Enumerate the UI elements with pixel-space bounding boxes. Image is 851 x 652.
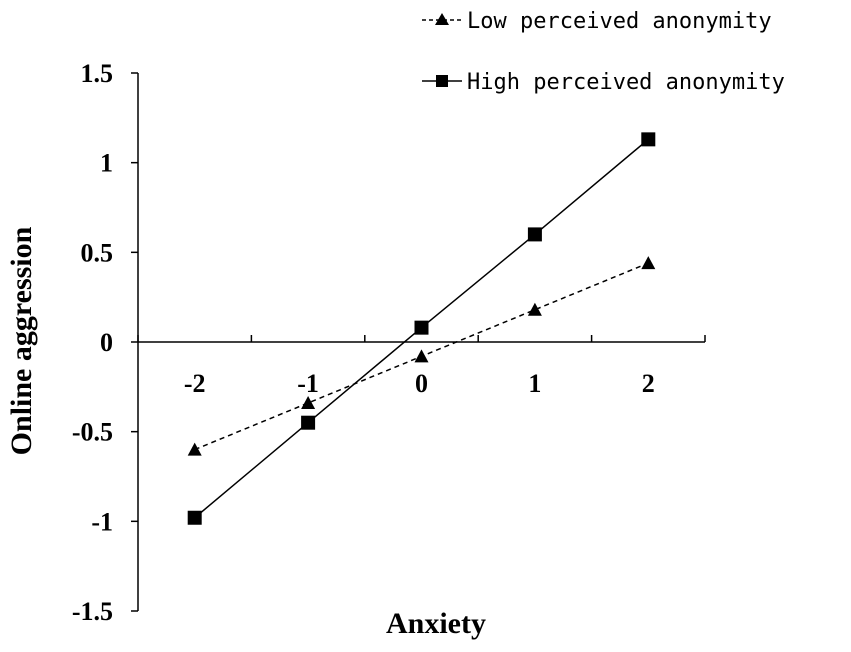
data-point-high-anonymity [527,227,542,242]
data-point-high-anonymity [641,132,656,147]
legend-item-low-anonymity: Low perceived anonymity [422,9,772,34]
data-point-low-anonymity [301,395,316,409]
x-tick-label: 0 [415,369,428,398]
data-point-high-anonymity [187,510,202,525]
data-point-low-anonymity [527,302,542,316]
y-axis-ticks: 1.5 1 0.5 0 -0.5 -1 -1.5 [72,59,138,626]
square-marker-icon [436,75,448,87]
x-tick-label: 2 [642,369,655,398]
triangle-marker-icon [435,13,449,25]
legend-label-low-anonymity: Low perceived anonymity [467,9,772,34]
y-tick-label: 1 [100,149,113,178]
data-point-low-anonymity [414,349,429,363]
x-axis-ticks: -2 -1 0 1 2 [137,335,706,398]
series-layer [187,132,656,525]
legend-label-high-anonymity: High perceived anonymity [467,70,785,95]
x-tick-label: -2 [184,369,206,398]
y-tick-label: 0 [100,328,113,357]
x-tick-label: -1 [297,369,319,398]
y-axis-title: Online aggression [5,226,38,455]
data-point-high-anonymity [301,415,316,430]
legend-item-high-anonymity: High perceived anonymity [422,70,785,95]
x-axis-title: Anxiety [386,607,486,640]
y-tick-label: -1.5 [72,597,113,626]
y-tick-label: -1 [91,507,113,536]
y-tick-label: -0.5 [72,418,113,447]
legend: Low perceived anonymity High perceived a… [422,9,785,95]
y-tick-label: 1.5 [81,59,114,88]
x-tick-label: 1 [528,369,541,398]
y-tick-label: 0.5 [81,238,114,267]
data-point-low-anonymity [187,442,202,456]
axes [137,73,705,611]
data-point-low-anonymity [641,256,656,270]
data-point-high-anonymity [414,320,429,335]
